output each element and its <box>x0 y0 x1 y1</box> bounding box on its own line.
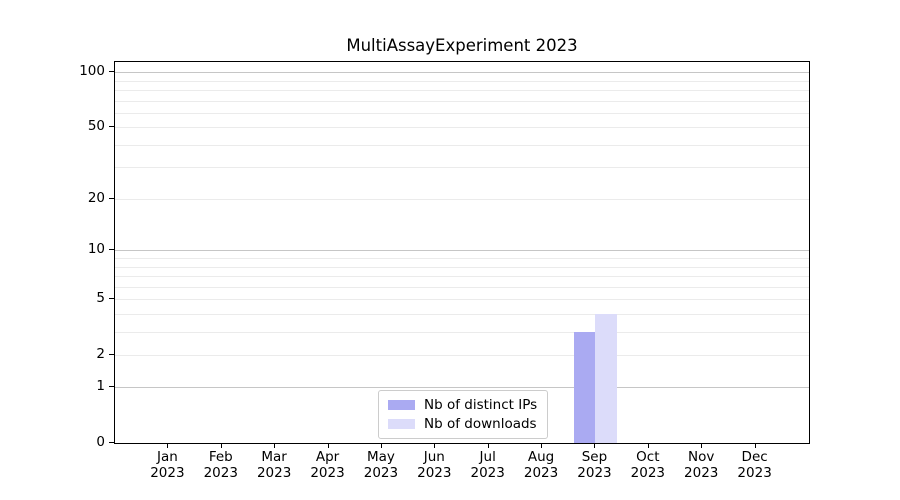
x-tick-mark-nov <box>701 443 703 448</box>
minor-gridline-80 <box>115 90 809 92</box>
x-tick-mark-jul <box>487 443 489 448</box>
y-tick-mark-100 <box>109 71 114 73</box>
minor-gridline-60 <box>115 112 809 114</box>
bar-nb-of-distinct-ips-sep <box>574 331 596 443</box>
x-tick-label-sep: Sep 2023 <box>577 449 612 481</box>
y-tick-mark-20 <box>109 197 114 199</box>
x-tick-mark-dec <box>754 443 756 448</box>
y-tick-label-0: 0 <box>96 434 105 450</box>
y-tick-label-5: 5 <box>96 290 105 307</box>
y-tick-label-10: 10 <box>87 241 105 258</box>
x-tick-label-jun: Jun 2023 <box>417 449 452 481</box>
legend: Nb of distinct IPs Nb of downloads <box>378 390 549 439</box>
minor-gridline-9 <box>115 258 809 260</box>
gridlines-layer <box>115 62 809 443</box>
x-tick-label-aug: Aug 2023 <box>523 449 559 481</box>
y-tick-label-2: 2 <box>96 345 105 362</box>
x-tick-mark-oct <box>647 443 649 448</box>
x-tick-mark-jan <box>167 443 169 448</box>
x-tick-mark-may <box>380 443 382 448</box>
major-gridline-1 <box>115 387 809 389</box>
bar-nb-of-downloads-sep <box>595 313 617 443</box>
x-tick-mark-sep <box>594 443 596 448</box>
y-tick-mark-2 <box>109 353 114 355</box>
plot-area: Nb of distinct IPs Nb of downloads <box>114 61 810 444</box>
x-tick-mark-feb <box>220 443 222 448</box>
x-tick-label-oct: Oct 2023 <box>630 449 666 481</box>
x-tick-label-apr: Apr 2023 <box>310 449 345 481</box>
legend-item-downloads: Nb of downloads <box>388 416 537 432</box>
y-tick-mark-0 <box>109 442 114 443</box>
x-tick-mark-mar <box>274 443 276 448</box>
x-tick-mark-aug <box>541 443 543 448</box>
x-tick-label-dec: Dec 2023 <box>737 449 772 481</box>
y-tick-label-50: 50 <box>87 118 105 135</box>
x-tick-label-feb: Feb 2023 <box>203 449 238 481</box>
minor-gridline-7 <box>115 276 809 278</box>
legend-item-distinct-ips: Nb of distinct IPs <box>388 397 537 413</box>
major-gridline-100 <box>115 72 809 74</box>
minor-gridline-50 <box>115 127 809 129</box>
bars-layer <box>115 62 809 443</box>
y-tick-mark-1 <box>109 386 114 388</box>
minor-gridline-20 <box>115 198 809 200</box>
minor-gridline-6 <box>115 286 809 288</box>
major-gridline-10 <box>115 250 809 252</box>
minor-gridline-90 <box>115 80 809 82</box>
minor-gridline-5 <box>115 299 809 301</box>
y-tick-mark-50 <box>109 126 114 128</box>
minor-gridline-4 <box>115 313 809 315</box>
minor-gridline-3 <box>115 331 809 333</box>
y-tick-label-100: 100 <box>79 63 105 80</box>
minor-gridline-8 <box>115 266 809 268</box>
legend-label-downloads: Nb of downloads <box>424 416 537 432</box>
x-tick-label-jan: Jan 2023 <box>150 449 185 481</box>
x-tick-label-nov: Nov 2023 <box>684 449 719 481</box>
minor-gridline-30 <box>115 167 809 169</box>
y-tick-label-20: 20 <box>87 189 105 206</box>
minor-gridline-40 <box>115 144 809 146</box>
y-tick-mark-10 <box>109 249 114 251</box>
legend-swatch-distinct-ips <box>388 400 415 410</box>
x-tick-label-may: May 2023 <box>363 449 399 481</box>
y-tick-label-1: 1 <box>96 378 105 395</box>
x-tick-label-jul: Jul 2023 <box>470 449 505 481</box>
chart-title: MultiAssayExperiment 2023 <box>346 36 578 55</box>
x-tick-mark-jun <box>434 443 436 448</box>
x-tick-mark-apr <box>327 443 329 448</box>
legend-swatch-downloads <box>388 419 415 429</box>
minor-gridline-70 <box>115 100 809 102</box>
legend-label-distinct-ips: Nb of distinct IPs <box>424 397 538 413</box>
minor-gridline-2 <box>115 354 809 356</box>
y-tick-mark-5 <box>109 298 114 300</box>
x-tick-label-mar: Mar 2023 <box>256 449 292 481</box>
